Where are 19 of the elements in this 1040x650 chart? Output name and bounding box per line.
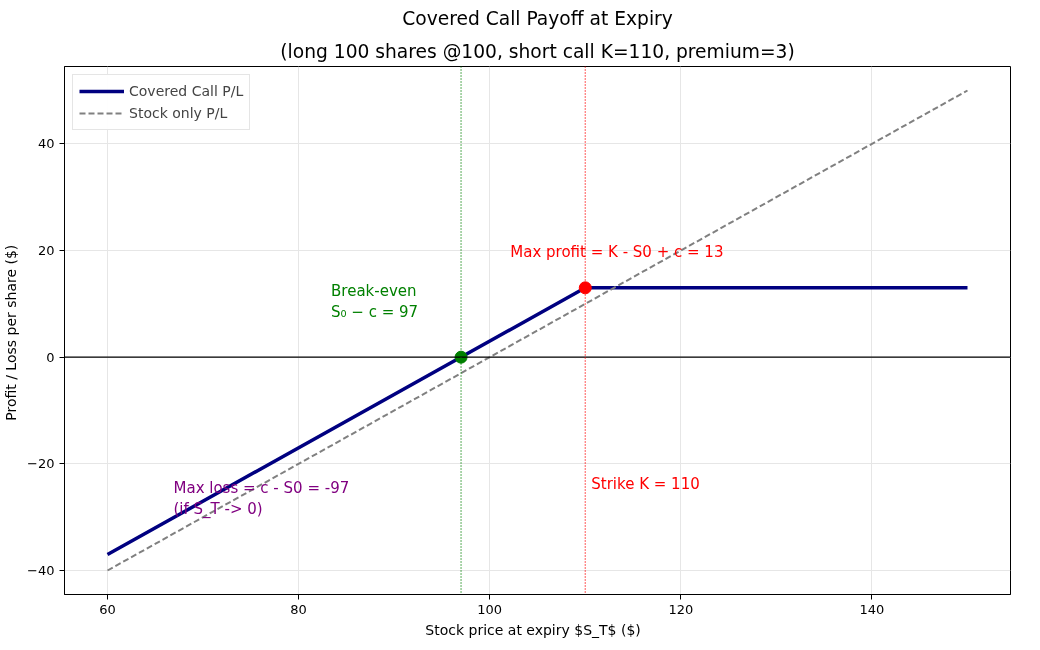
x-tick-label: 140 bbox=[859, 601, 885, 617]
y-tick-label: −20 bbox=[27, 456, 55, 472]
chart-subtitle: (long 100 shares @100, short call K=110, premium=3) bbox=[280, 40, 795, 62]
annotation: Strike K = 110 bbox=[591, 474, 700, 493]
x-tick-label: 120 bbox=[668, 601, 694, 617]
x-tick-label: 100 bbox=[477, 601, 503, 617]
y-tick-label: 20 bbox=[37, 243, 55, 258]
y-tick-label: −40 bbox=[27, 563, 55, 578]
x-tick-label: 60 bbox=[99, 601, 116, 617]
annotation: Break-even S₀ − c = 97 bbox=[331, 281, 419, 322]
annotation: Max profit = K - S0 + c = 13 bbox=[510, 242, 724, 261]
y-tick-label: 0 bbox=[46, 349, 55, 365]
legend-label: Covered Call P/L bbox=[129, 83, 244, 99]
y-tick-label: 40 bbox=[37, 136, 55, 152]
x-axis-title: Stock price at expiry $S_T$ ($) bbox=[425, 621, 641, 638]
legend-label: Stock only P/L bbox=[129, 105, 228, 121]
x-tick-label: 80 bbox=[290, 601, 307, 617]
chart-title: Covered Call Payoff at Expiry bbox=[402, 7, 673, 29]
y-axis-title: Profit / Loss per share ($) bbox=[3, 244, 20, 421]
